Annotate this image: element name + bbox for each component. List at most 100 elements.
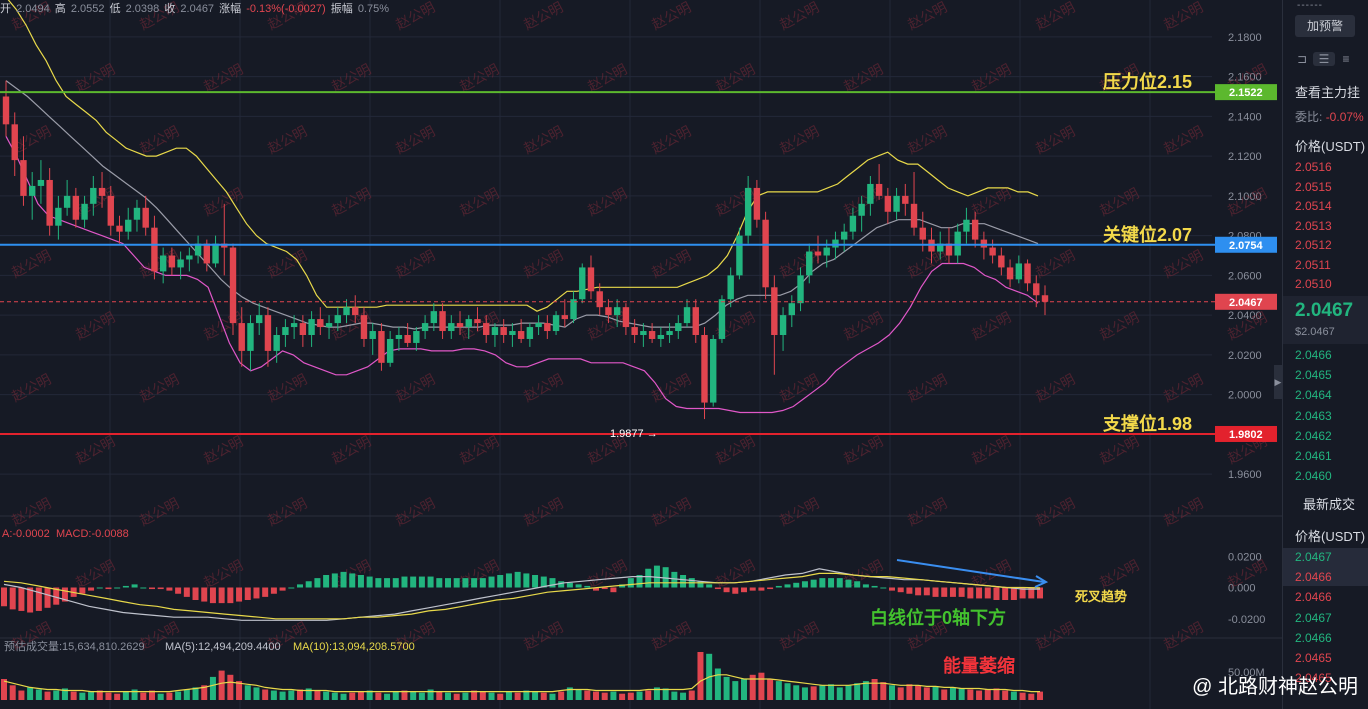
volume-bar	[305, 688, 312, 700]
bid-price[interactable]: 2.0460	[1295, 469, 1332, 484]
trade-highlight	[1283, 548, 1368, 586]
volume-bar	[297, 689, 303, 700]
kline-chart[interactable]: 2.18002.16002.14002.12002.10002.08002.06…	[0, 0, 1282, 709]
volume-bar	[427, 689, 434, 700]
last-price-usd: $2.0467	[1295, 326, 1335, 338]
watermark-tile: 赵公明	[777, 495, 822, 529]
volume-bar	[793, 685, 800, 700]
candle-body	[369, 331, 376, 339]
volume-bar	[366, 690, 373, 700]
macd-dea-label: A:-0.0002	[2, 528, 50, 540]
volume-bar	[993, 688, 1000, 700]
candle-body	[448, 323, 455, 332]
ask-price[interactable]: 2.0513	[1295, 218, 1332, 233]
price-axis-tick: 2.0200	[1228, 350, 1262, 362]
price-axis-tick: 2.1200	[1228, 151, 1262, 163]
trade-price: 2.0465	[1295, 671, 1332, 686]
watermark-tile: 赵公明	[521, 371, 566, 405]
macd-axis-tick: -0.0200	[1228, 614, 1265, 626]
watermark-tile: 赵公明	[905, 371, 950, 405]
watermark-tile: 赵公明	[585, 185, 630, 219]
view-toggle: ⊐ ☰ ≡	[1291, 52, 1357, 66]
ask-price[interactable]: 2.0510	[1295, 277, 1332, 291]
ask-price[interactable]: 2.0516	[1295, 160, 1332, 174]
candle-body	[910, 203, 918, 228]
macd-bar	[958, 587, 965, 597]
volume-bar	[79, 692, 86, 700]
candle-body	[1041, 295, 1049, 302]
watermark-tile: 赵公明	[841, 309, 886, 343]
candle-body	[666, 331, 673, 335]
macd-bar	[175, 587, 182, 594]
candle-body	[1006, 267, 1014, 280]
volume-bar	[331, 692, 338, 700]
volume-bar	[828, 684, 835, 700]
watermark-tile: 赵公明	[905, 0, 950, 33]
macd-bar	[209, 587, 216, 604]
macd-bar	[9, 587, 16, 610]
candle-body	[334, 315, 341, 324]
volume-bar	[854, 683, 861, 700]
candle-body	[980, 239, 988, 248]
boll-lower-line	[5, 136, 1039, 414]
macd-bar	[984, 587, 991, 599]
volume-bar	[889, 685, 895, 700]
volume-bar	[636, 691, 643, 700]
volume-bar	[479, 691, 486, 700]
volume-bar	[375, 692, 382, 700]
volume-bar	[192, 687, 199, 700]
macd-bar	[923, 587, 930, 596]
bid-price[interactable]: 2.0464	[1295, 388, 1332, 403]
volume-bar	[758, 672, 765, 700]
bid-price[interactable]: 2.0462	[1295, 428, 1332, 443]
volume-bar	[279, 691, 286, 700]
watermark-text: @ 北路财神赵公明	[1192, 676, 1358, 698]
macd-bar	[680, 575, 687, 588]
volume-est-label: 预估成交量:15,634,810.2629	[4, 639, 145, 653]
add-alert-button[interactable]: 加预警	[1295, 15, 1355, 37]
volume-bar	[314, 690, 321, 700]
candle-body	[11, 124, 18, 161]
book-layout-icon[interactable]: ☰	[1313, 52, 1335, 66]
watermark-tile: 赵公明	[585, 61, 630, 95]
book-asks-icon[interactable]: ≡	[1342, 52, 1350, 66]
macd-bar	[1019, 587, 1026, 599]
trade-price: 2.0466	[1295, 590, 1332, 605]
watermark-tile: 赵公明	[137, 123, 182, 157]
watermark-tile: 赵公明	[201, 61, 246, 95]
volume-bar	[418, 692, 425, 700]
collapse-panel-handle[interactable]: ▶	[1274, 365, 1282, 399]
macd-bar	[497, 575, 504, 588]
watermark-tile: 赵公明	[329, 61, 374, 95]
author-watermark: @ 北路财神赵公明	[1192, 670, 1358, 699]
bid-price[interactable]: 2.0461	[1295, 449, 1332, 463]
ask-price[interactable]: 2.0514	[1295, 199, 1332, 213]
macd-bar	[314, 578, 321, 588]
bid-price[interactable]: 2.0465	[1295, 368, 1332, 383]
ask-price[interactable]: 2.0511	[1295, 257, 1331, 272]
macd-bar	[253, 587, 260, 599]
macd-bar	[828, 578, 835, 588]
ask-price[interactable]: 2.0512	[1295, 238, 1332, 252]
volume-bar	[671, 691, 678, 700]
watermark-tile: 赵公明	[1033, 0, 1078, 33]
ask-price[interactable]: 2.0515	[1295, 179, 1332, 194]
volume-bar	[453, 693, 460, 700]
bid-price[interactable]: 2.0466	[1295, 348, 1332, 362]
bid-price[interactable]: 2.0463	[1295, 408, 1332, 423]
volume-bar	[218, 670, 225, 700]
book-both-icon[interactable]: ⊐	[1296, 52, 1308, 66]
volume-bar	[44, 691, 51, 700]
view-main-orders-label[interactable]: 查看主力挂	[1295, 85, 1361, 100]
chart-area[interactable]: 2.1800 2.1600 2.1400 2.1200 2.1000 2.0800 2.06…	[0, 0, 1282, 709]
candle-body	[421, 323, 429, 332]
macd-bar	[262, 587, 269, 597]
macd-label: MACD:-0.0088	[56, 528, 129, 540]
macd-bar	[384, 578, 391, 588]
macd-bar	[166, 587, 173, 591]
macd-bar	[88, 587, 95, 591]
candle-body	[797, 275, 804, 304]
candle-body	[55, 207, 62, 226]
candle-body	[544, 323, 551, 332]
amplitude-value: 0.75%	[357, 3, 390, 15]
